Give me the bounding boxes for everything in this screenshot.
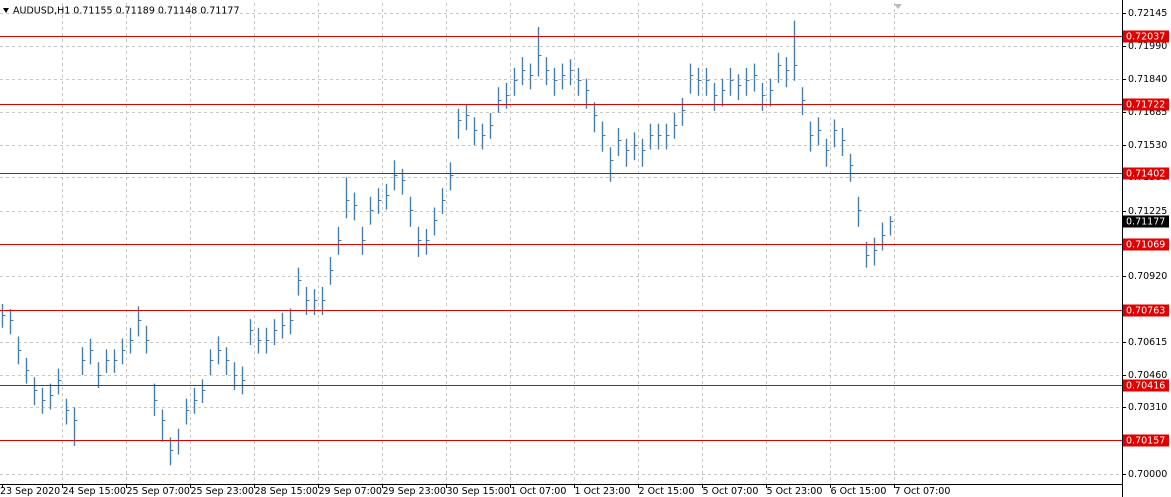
grid [0,3,1122,484]
current-price-label: 0.71177 [1126,217,1165,228]
x-tick-label: 29 Sep 07:00 [319,486,382,497]
x-tick-label: 28 Sep 15:00 [255,486,318,497]
y-tick-label: 0.70615 [1128,337,1167,348]
level-label-box [1123,167,1169,180]
x-tick-label: 1 Oct 23:00 [575,486,631,497]
x-tick-label: 6 Oct 15:00 [831,486,887,497]
y-tick-label: 0.71685 [1128,107,1167,118]
chart-title: AUDUSD,H1 0.71155 0.71189 0.71148 0.7117… [13,6,240,17]
x-tick-label: 23 Sep 2020 [0,486,60,497]
y-tick-label: 0.71990 [1128,41,1167,52]
x-tick-label: 5 Oct 23:00 [767,486,823,497]
y-tick-label: 0.70000 [1128,469,1167,480]
bars [1,20,894,466]
levels [0,36,1122,441]
y-tick-label: 0.71225 [1128,206,1167,217]
y-tick-label: 0.71530 [1128,140,1167,151]
level-label: 0.71402 [1126,169,1165,180]
axes: 0.721450.719900.718400.716850.715300.713… [0,8,1169,497]
x-tick-label: 25 Sep 23:00 [191,486,254,497]
level-label-box [1123,434,1169,447]
x-tick-label: 24 Sep 15:00 [63,486,126,497]
x-tick-label: 2 Oct 15:00 [639,486,695,497]
shift-marker [894,4,902,9]
level-label-box [1123,379,1169,392]
level-label-box [1123,30,1169,43]
y-tick-label: 0.72145 [1128,8,1167,19]
level-label-box [1123,98,1169,111]
current-price-box [1123,215,1169,228]
level-label: 0.70416 [1126,381,1165,392]
level-label: 0.72037 [1126,32,1165,43]
level-label: 0.71069 [1126,240,1165,251]
x-tick-label: 1 Oct 07:00 [511,486,567,497]
level-label: 0.71722 [1126,100,1165,111]
level-label: 0.70157 [1126,436,1165,447]
menu-triangle[interactable] [3,8,9,13]
x-tick-label: 29 Sep 23:00 [383,486,446,497]
level-label: 0.70763 [1126,306,1165,317]
y-tick-label: 0.71840 [1128,74,1167,85]
level-label-box [1123,238,1169,251]
y-tick-label: 0.70310 [1128,402,1167,413]
level-label-box [1123,304,1169,317]
y-tick-label: 0.70460 [1128,370,1167,381]
x-tick-label: 30 Sep 15:00 [447,486,510,497]
x-tick-label: 25 Sep 07:00 [127,486,190,497]
x-tick-label: 5 Oct 07:00 [703,486,759,497]
y-tick-label: 0.70920 [1128,271,1167,282]
x-tick-label: 7 Oct 07:00 [895,486,951,497]
